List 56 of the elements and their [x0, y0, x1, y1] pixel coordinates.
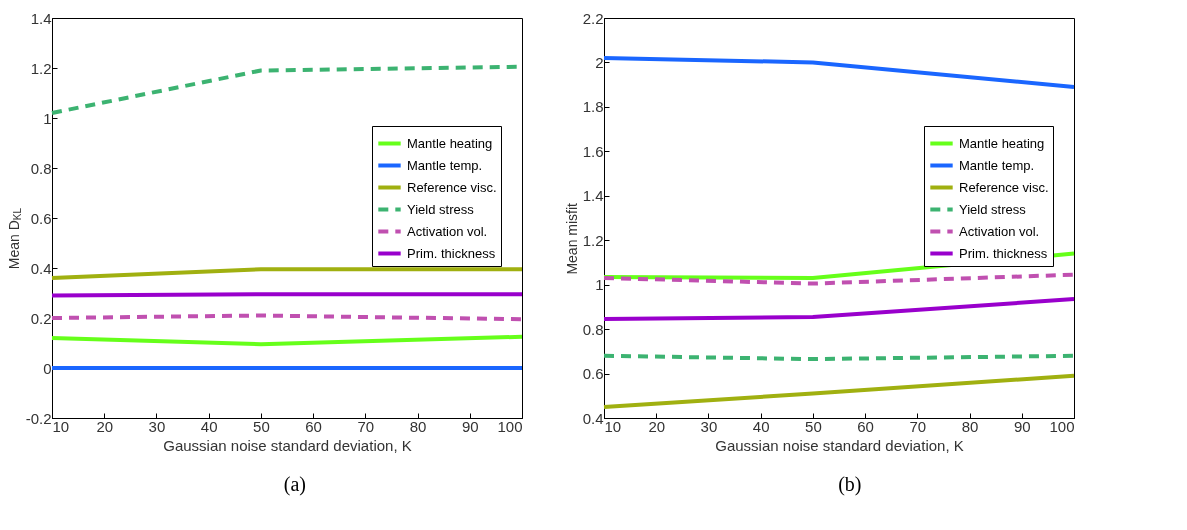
- legend-label: Reference visc.: [958, 179, 1049, 195]
- y-tick-label: 0.4: [582, 409, 604, 427]
- y-tick-label: 0.4: [30, 259, 52, 277]
- x-tick-label: 30: [700, 417, 718, 435]
- y-tick-label: -0.2: [25, 409, 52, 427]
- x-tick-label: 80: [409, 417, 427, 435]
- legend-label: Mantle heating: [958, 135, 1045, 151]
- y-tick-label: 0.6: [30, 209, 52, 227]
- x-tick-label: 100: [497, 417, 523, 435]
- x-axis-title: Gaussian noise standard deviation, K: [163, 436, 412, 454]
- x-tick-label: 70: [909, 417, 926, 435]
- y-tick-label: 1.8: [582, 98, 604, 116]
- y-tick-label: 0.2: [30, 309, 52, 327]
- legend-label: Prim. thickness: [406, 245, 496, 261]
- y-tick-label: 0.6: [582, 365, 604, 383]
- legend-label: Mantle temp.: [406, 157, 482, 173]
- legend-label: Prim. thickness: [958, 245, 1048, 261]
- x-tick-label: 20: [648, 417, 665, 435]
- x-tick-label: 40: [752, 417, 770, 435]
- x-tick-label: 10: [52, 417, 69, 435]
- y-tick-label: 1.4: [582, 187, 604, 205]
- legend-label: Yield stress: [406, 201, 474, 217]
- x-tick-label: 40: [200, 417, 218, 435]
- x-tick-label: 60: [857, 417, 874, 435]
- y-axis-title: Mean misfit: [563, 202, 580, 275]
- y-tick-label: 1: [594, 276, 604, 294]
- x-tick-label: 20: [96, 417, 113, 435]
- y-tick-label: 1.2: [582, 231, 604, 249]
- y-tick-label: 2.2: [582, 9, 604, 27]
- text: (b): [837, 473, 862, 496]
- x-tick-label: 50: [804, 417, 822, 435]
- y-tick-label: 0: [42, 359, 52, 377]
- x-tick-label: 90: [1013, 417, 1031, 435]
- text: (a): [282, 473, 306, 496]
- y-tick-label: 0.8: [582, 320, 604, 338]
- legend-label: Mantle heating: [406, 135, 493, 151]
- legend-label: Activation vol.: [406, 223, 487, 239]
- x-axis-title: Gaussian noise standard deviation, K: [715, 436, 964, 454]
- y-tick-label: 1.4: [30, 9, 52, 27]
- legend-label: Yield stress: [958, 201, 1026, 217]
- x-tick-label: 30: [148, 417, 166, 435]
- legend-label: Reference visc.: [406, 179, 497, 195]
- y-tick-label: 1.6: [582, 142, 604, 160]
- x-tick-label: 60: [305, 417, 322, 435]
- y-tick-label: 1.2: [30, 59, 52, 77]
- legend-label: Mantle temp.: [958, 157, 1034, 173]
- legend-label: Activation vol.: [958, 223, 1039, 239]
- x-tick-label: 90: [461, 417, 479, 435]
- y-tick-label: 0.8: [30, 159, 52, 177]
- x-tick-label: 80: [961, 417, 979, 435]
- x-tick-label: 70: [357, 417, 374, 435]
- y-tick-label: 1: [42, 109, 52, 127]
- x-tick-label: 50: [252, 417, 270, 435]
- x-tick-label: 100: [1049, 417, 1075, 435]
- x-tick-label: 10: [604, 417, 621, 435]
- y-tick-label: 2: [594, 53, 604, 71]
